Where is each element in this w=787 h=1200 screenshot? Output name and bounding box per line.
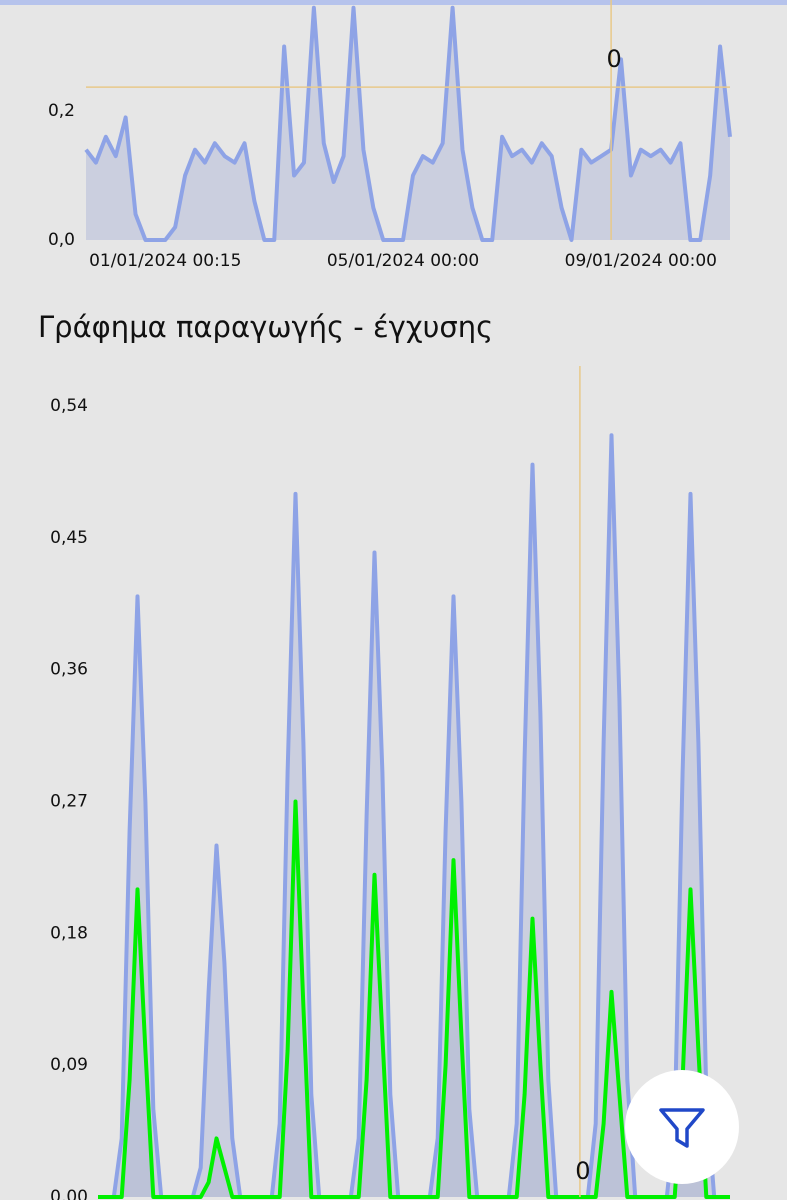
chart-title: Γράφημα παραγωγής - έγχυσης [38,310,493,344]
y-tick-label: 0,18 [50,923,88,943]
y-tick-label: 0,00 [50,1187,88,1200]
y-tick-label: 0,45 [50,528,88,548]
y-tick-label: 0,0 [48,230,75,250]
y-tick-label: 0,09 [50,1055,88,1075]
x-tick-label: 05/01/2024 00:00 [327,251,479,271]
filter-button[interactable] [625,1070,739,1184]
area-fill [98,435,730,1198]
area-fill [86,7,730,240]
series-line [98,433,730,1199]
plot [98,433,730,1199]
y-tick-label: 0,36 [50,660,88,680]
y-tick-label: 0,27 [50,792,88,812]
series-line [98,799,730,1199]
top-bar [0,0,787,5]
x-tick-label: 01/01/2024 00:15 [89,251,241,271]
y-tick-label: 0,54 [50,396,88,416]
crosshair-label: 0 [575,1157,590,1185]
y-tick-label: 0,2 [48,101,75,121]
filter-icon[interactable] [659,1108,705,1148]
plot [84,5,732,242]
series-line [84,5,732,242]
button-bg[interactable] [625,1070,739,1184]
crosshair-label: 0 [606,45,621,73]
x-tick-label: 09/01/2024 00:00 [565,251,717,271]
